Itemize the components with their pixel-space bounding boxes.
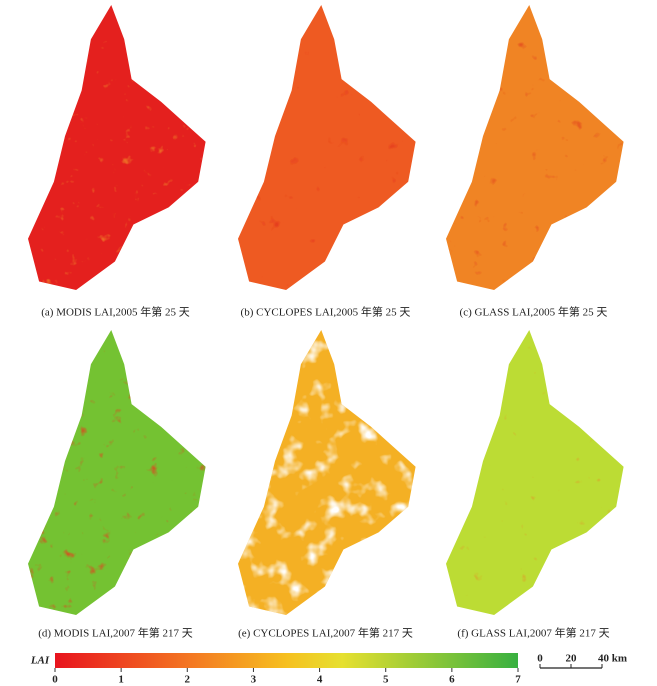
map [28,5,206,290]
map [446,330,624,615]
panel-caption: (c) GLASS LAI,2005 年第 25 天 [460,305,608,319]
panel-caption: (d) MODIS LAI,2007 年第 217 天 [38,626,193,640]
panel-caption: (a) MODIS LAI,2005 年第 25 天 [41,305,189,319]
map [28,330,206,615]
colorbar-tick-label: 0 [52,674,58,686]
colorbar-tick-label: 3 [251,674,257,686]
colorbar-tick-label: 5 [383,674,389,686]
scale-tick-label: 0 [537,653,543,665]
colorbar [55,653,518,668]
panel-caption: (f) GLASS LAI,2007 年第 217 天 [457,626,609,640]
panel-caption: (b) CYCLOPES LAI,2005 年第 25 天 [241,305,411,319]
colorbar-tick-label: 4 [317,674,323,686]
map [446,5,624,290]
map [238,5,416,290]
panel-caption: (e) CYCLOPES LAI,2007 年第 217 天 [238,626,413,640]
scale-tick-label: 40 km [598,653,627,665]
colorbar-tick-label: 2 [185,674,191,686]
scale-tick-label: 20 [566,653,578,665]
colorbar-label: LAI [30,655,50,667]
map [238,330,416,615]
colorbar-tick-label: 6 [449,674,455,686]
colorbar-tick-label: 7 [515,674,521,686]
colorbar-tick-label: 1 [118,674,124,686]
